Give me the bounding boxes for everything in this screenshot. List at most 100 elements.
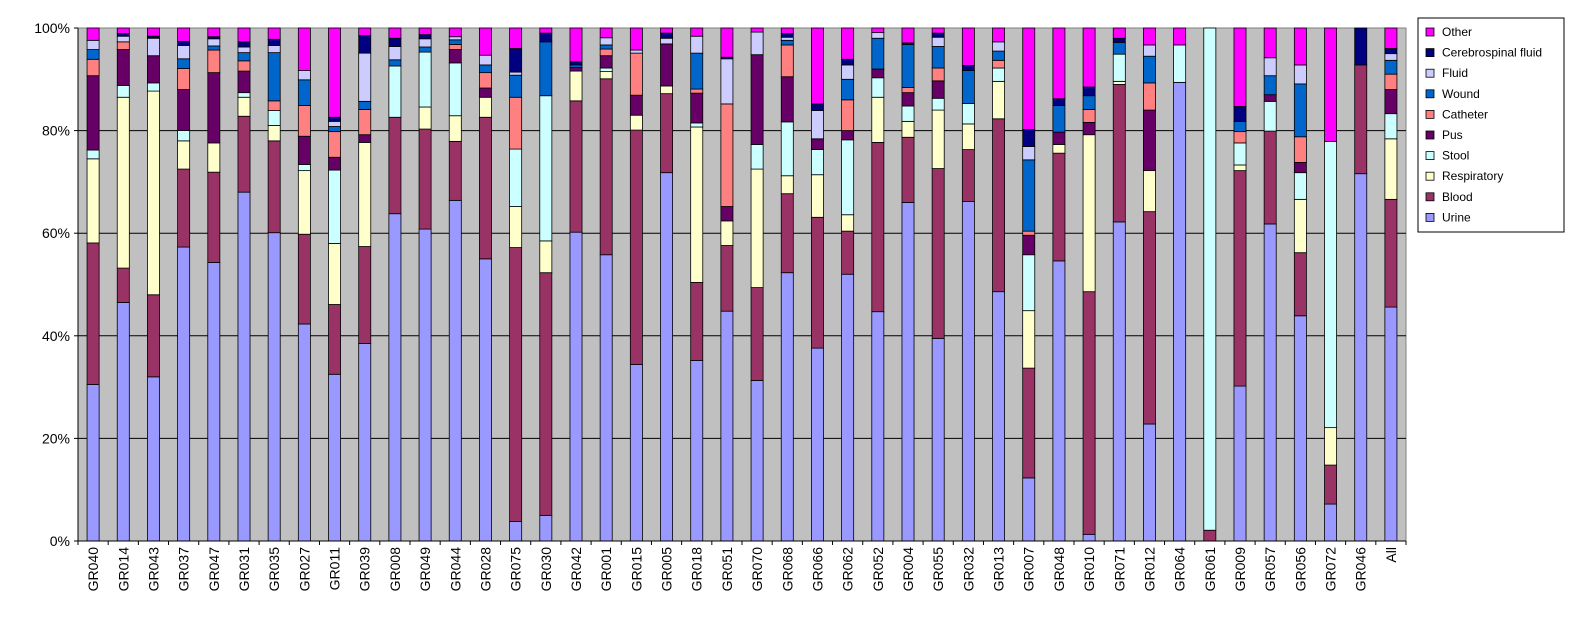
x-tick-label: GR064 [1172,547,1188,592]
bar-segment [931,46,945,69]
bar-segment [871,37,885,70]
bar-segment [388,65,402,118]
bar-segment [1022,234,1036,256]
x-tick-label: GR043 [145,547,161,592]
bar-segment [901,44,915,88]
bar-segment [660,32,673,39]
bar-segment [479,72,492,89]
bar-segment [1143,170,1156,213]
bar-segment [539,95,553,242]
legend-label: Cerebrospinal fluid [1442,46,1542,60]
bar-segment [1082,533,1096,542]
bar-segment [1022,477,1036,542]
bar-segment [1263,100,1277,132]
bar-segment [388,37,402,47]
bar-segment [147,82,160,92]
legend-swatch [1425,171,1435,181]
bar-segment [86,27,100,41]
bar-segment [931,97,945,111]
bar-segment [539,32,553,43]
x-tick-label: GR028 [477,547,493,592]
bar-segment [961,65,975,71]
bar-segment [297,170,311,235]
bar-segment [841,273,855,542]
bar-segment [811,103,824,111]
bar-segment [961,27,975,66]
bar-segment [629,129,643,365]
bar-segment [448,199,462,542]
bar-segment [448,27,462,38]
bar-segment [147,55,160,84]
bar-segment [1082,121,1096,136]
bar-segment [780,27,794,35]
bar-segment [388,59,402,67]
x-tick-label: GR047 [206,547,222,592]
bar-segment [267,140,281,234]
bar-segment [961,149,975,202]
bar-segment [1324,503,1337,542]
bar-segment [1112,37,1126,43]
bar-segment [1384,73,1398,90]
bar-segment [690,126,704,283]
bar-segment [720,103,734,207]
bar-segment [509,27,523,49]
bar-segment [509,71,523,76]
bar-segment [267,52,281,102]
legend: Other Cerebrospinal fluid Fluid Wound Cathet… [1417,17,1565,233]
bar-segment [328,116,341,122]
x-tick-label: GR014 [115,547,131,592]
legend-label: Fluid [1442,66,1468,80]
x-tick-label: GR010 [1081,547,1097,592]
bar-segment [750,144,764,170]
bar-segment [1233,164,1247,172]
x-tick-label: GR030 [538,547,554,592]
bar-segment [116,35,130,43]
y-tick-label: 40% [42,328,70,344]
bar-segment [116,27,130,35]
bar-segment [116,49,130,86]
bar-segment [207,27,221,38]
bar-segment [448,115,462,142]
bar-segment [297,27,311,71]
bar-segment [780,175,794,195]
bar-segment [509,96,523,150]
bar-segment [811,110,824,140]
bar-segment [780,39,794,46]
bar-segment [1112,80,1126,85]
bar-segment [358,343,372,542]
bar-segment [237,96,251,117]
bar-segment [358,100,372,110]
bar-segment [177,68,191,90]
x-tick-label: GR075 [508,547,524,592]
x-tick-label: GR009 [1232,547,1248,592]
bar-segment [147,376,160,542]
bar-segment [1052,105,1066,133]
bar-segment [86,58,100,77]
bar-segment [328,243,341,305]
bar-segment [448,44,462,50]
bar-segment [448,49,462,64]
bar-segment [629,49,643,54]
bar-segment [1022,310,1036,369]
bar-segment [599,48,613,57]
bar-segment [690,88,704,94]
bar-segment [1112,27,1126,39]
bar-segment [1082,109,1096,123]
bar-segment [539,272,553,516]
bar-segment [1384,48,1398,55]
bar-segment [811,27,824,105]
bar-segment [1082,134,1096,293]
bar-segment [267,110,281,126]
bar-segment [1082,95,1096,110]
legend-swatch [1425,89,1435,99]
bar-segment [388,46,402,61]
bar-segment [1324,427,1337,466]
bar-segment [660,172,673,542]
bar-segment [1384,89,1398,115]
bar-segment [237,52,251,62]
bar-segment [1354,64,1368,175]
bar-segment [1293,315,1307,542]
bar-segment [267,125,281,142]
bar-segment [1082,27,1096,88]
bar-segment [147,27,160,37]
